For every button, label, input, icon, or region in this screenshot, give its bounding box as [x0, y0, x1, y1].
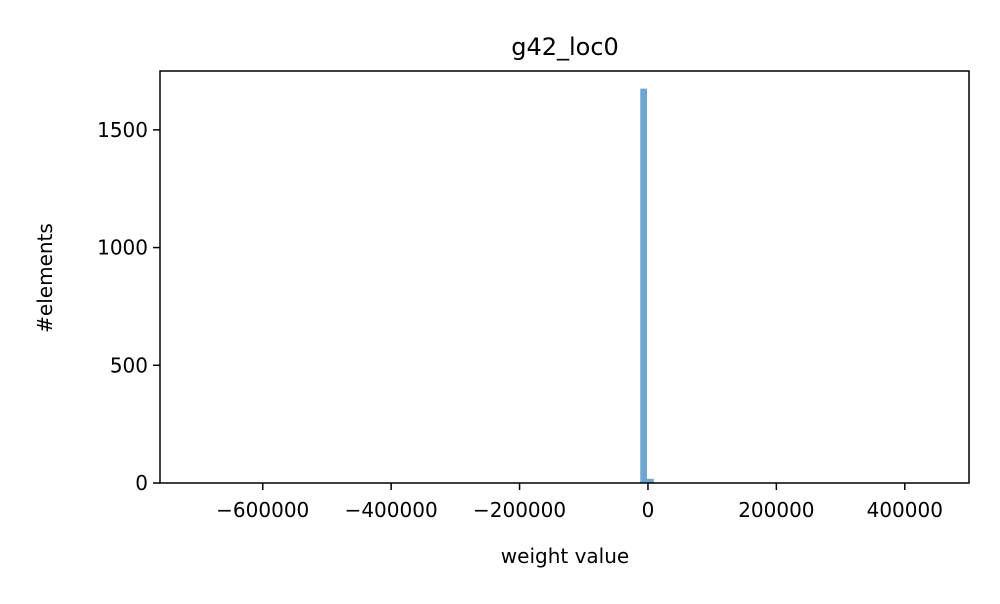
x-axis-label: weight value	[501, 544, 629, 568]
x-tick-label-4: 200000	[738, 498, 814, 522]
y-tick-label-0: 0	[135, 471, 148, 495]
chart-title: g42_loc0	[511, 33, 619, 61]
plot-area-frame	[159, 70, 970, 484]
x-tick-label-0: −600000	[216, 498, 309, 522]
x-tick-label-2: −200000	[473, 498, 566, 522]
x-tick-label-1: −400000	[345, 498, 438, 522]
y-tick-label-3: 1500	[97, 118, 148, 142]
x-tick-label-3: 0	[642, 498, 655, 522]
ticks-layer: −600000 −400000 −200000 0 200000 400000 0 500 10…	[97, 118, 943, 522]
y-tick-label-2: 1000	[97, 236, 148, 260]
histogram-bar-0	[640, 88, 648, 484]
y-tick-label-1: 500	[110, 353, 148, 377]
x-tick-label-5: 400000	[867, 498, 943, 522]
bars-layer	[640, 88, 654, 484]
y-axis-label: #elements	[33, 223, 57, 333]
histogram-bar-1	[647, 478, 654, 483]
